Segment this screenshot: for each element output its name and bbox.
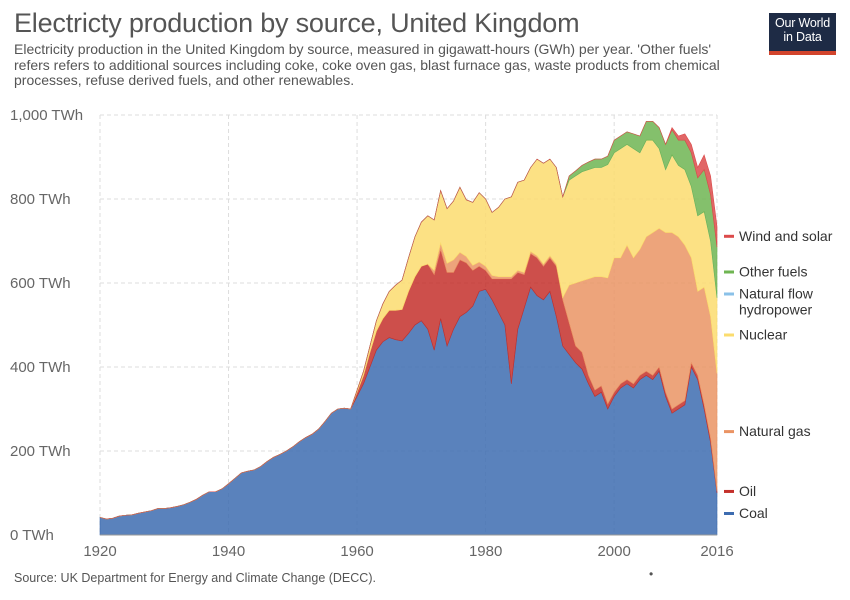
legend-swatch-natural-flow-hydropower [724, 292, 734, 296]
legend-label-oil[interactable]: Oil [739, 483, 756, 499]
y-tick-label: 1,000 TWh [10, 107, 83, 124]
logo-line-1: Our World [775, 16, 830, 30]
area-wind-and-solar[interactable] [99, 121, 718, 520]
y-tick-label: 0 TWh [10, 527, 54, 544]
chart-axes: 0 TWh 200 TWh 400 TWh 600 TWh 800 TWh 1,000 T… [10, 107, 734, 560]
legend-swatch-wind-and-solar [724, 234, 734, 238]
legend-label-natural-flow-hydropower[interactable]: Natural flow [739, 286, 814, 302]
chart-subtitle: Electricity production in the United Kin… [14, 41, 720, 89]
legend-swatch-nuclear [724, 333, 734, 337]
x-tick-label: 1920 [83, 543, 116, 560]
owid-logo[interactable]: Our World in Data [769, 13, 836, 55]
legend-label-natural-gas[interactable]: Natural gas [739, 423, 811, 439]
legend-label-wind-and-solar[interactable]: Wind and solar [739, 228, 833, 244]
x-tick-label: 1980 [469, 543, 502, 560]
legend-label-natural-flow-hydropower[interactable]: hydropower [739, 302, 812, 318]
legend-swatch-natural-gas [724, 430, 734, 434]
legend-swatch-oil [724, 489, 734, 493]
x-tick-label: 2016 [700, 543, 733, 560]
x-tick-label: 2000 [597, 543, 630, 560]
legend-label-nuclear[interactable]: Nuclear [739, 327, 788, 343]
series-areas [99, 121, 718, 536]
chart-title: Electricty production by source, United … [14, 8, 580, 38]
legend-label-coal[interactable]: Coal [739, 505, 768, 521]
legend: Wind and solar Other fuels Natural flowhyd… [724, 228, 833, 521]
x-tick-label: 1940 [212, 543, 245, 560]
y-tick-label: 200 TWh [10, 443, 71, 460]
y-tick-label: 600 TWh [10, 275, 71, 292]
legend-swatch-other-fuels [724, 270, 734, 274]
logo-line-2: in Data [783, 30, 822, 44]
source-note: Source: UK Department for Energy and Cli… [14, 571, 376, 585]
y-tick-label: 800 TWh [10, 191, 71, 208]
legend-label-other-fuels[interactable]: Other fuels [739, 264, 807, 280]
x-tick-label: 1960 [340, 543, 373, 560]
y-tick-label: 400 TWh [10, 359, 71, 376]
legend-swatch-coal [724, 512, 734, 515]
footer-mark: • [649, 567, 654, 581]
